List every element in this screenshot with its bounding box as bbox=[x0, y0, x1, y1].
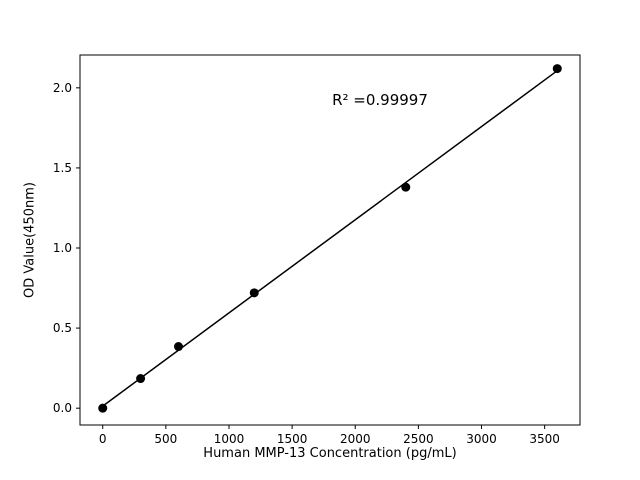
x-tick-label: 2000 bbox=[340, 432, 371, 446]
x-tick-label: 2500 bbox=[403, 432, 434, 446]
data-point bbox=[401, 182, 411, 192]
y-tick-label: 0.5 bbox=[53, 321, 72, 335]
y-axis-label: OD Value(450nm) bbox=[22, 182, 38, 298]
axes-frame bbox=[79, 54, 581, 426]
x-tick-label: 0 bbox=[99, 432, 107, 446]
x-axis-label: Human MMP-13 Concentration (pg/mL) bbox=[203, 446, 457, 461]
x-tick-label: 500 bbox=[154, 432, 177, 446]
data-point bbox=[98, 403, 108, 413]
x-tick-label: 1500 bbox=[277, 432, 308, 446]
data-point bbox=[173, 342, 183, 352]
y-tick-label: 2.0 bbox=[53, 81, 72, 95]
r-squared-annotation: R² =0.99997 bbox=[332, 91, 428, 109]
x-tick-label: 1000 bbox=[214, 432, 245, 446]
fit-line bbox=[102, 70, 558, 407]
data-point bbox=[249, 288, 259, 298]
y-tick-label: 1.5 bbox=[53, 161, 72, 175]
x-tick-label: 3500 bbox=[529, 432, 560, 446]
y-tick-label: 0.0 bbox=[53, 401, 72, 415]
x-tick-label: 3000 bbox=[466, 432, 497, 446]
y-tick-label: 1.0 bbox=[53, 241, 72, 255]
data-point bbox=[136, 374, 146, 384]
data-point bbox=[552, 64, 562, 74]
